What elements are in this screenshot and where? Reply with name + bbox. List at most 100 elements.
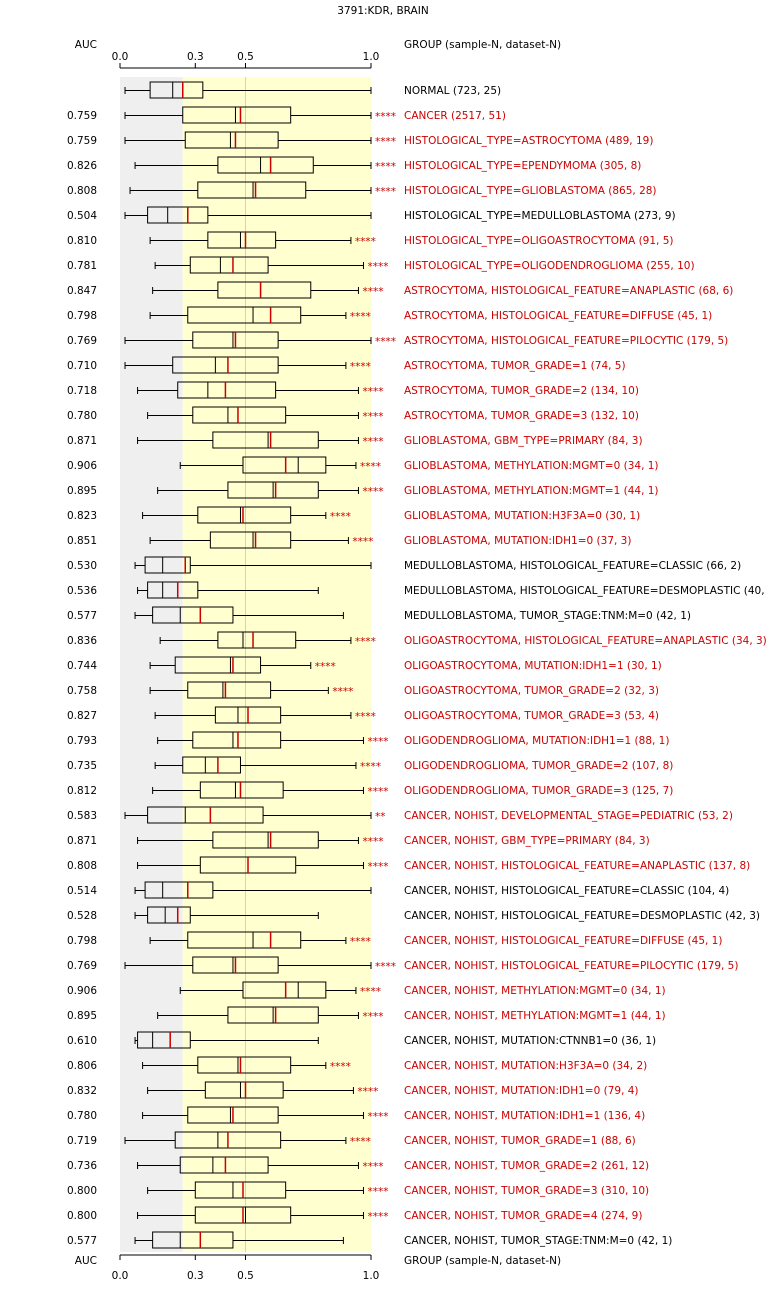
group-label: OLIGODENDROGLIOMA, TUMOR_GRADE=3 (125, 7…	[404, 785, 673, 797]
significance-stars: ****	[362, 436, 383, 448]
box-row: ****	[179, 981, 381, 999]
group-label: CANCER, NOHIST, TUMOR_STAGE:TNM:M=0 (42,…	[404, 1235, 672, 1247]
box-row: ****	[149, 931, 371, 949]
box-row: ****	[137, 1156, 383, 1174]
box-row: ****	[152, 781, 388, 799]
significance-stars: ****	[375, 186, 396, 198]
box-row: ****	[124, 131, 396, 149]
group-label: GLIOBLASTOMA, METHYLATION:MGMT=0 (34, 1)	[404, 460, 659, 472]
group-header-top: GROUP (sample-N, dataset-N)	[404, 39, 561, 51]
box-row: ****	[152, 281, 383, 299]
auc-value: 0.719	[67, 1135, 97, 1147]
box	[192, 406, 287, 424]
band-0	[120, 77, 183, 1252]
box	[209, 531, 292, 549]
box	[182, 106, 292, 124]
significance-stars: ****	[355, 711, 376, 723]
group-label: GLIOBLASTOMA, MUTATION:IDH1=0 (37, 3)	[404, 535, 631, 547]
significance-stars: ****	[367, 1111, 388, 1123]
box-row: ****	[124, 331, 396, 349]
x-axis-top: 0.0 0.3 0.5 1.0	[112, 51, 379, 69]
box-row	[137, 581, 319, 599]
significance-stars: ****	[367, 736, 388, 748]
auc-value: 0.808	[67, 185, 97, 197]
box-row: ****	[159, 631, 376, 649]
group-label: GLIOBLASTOMA, METHYLATION:MGMT=1 (44, 1)	[404, 485, 659, 497]
auc-value: 0.583	[67, 810, 97, 822]
group-label: CANCER, NOHIST, MUTATION:H3F3A=0 (34, 2)	[404, 1060, 647, 1072]
auc-value: 0.780	[67, 410, 97, 422]
axis-tick-label: 0.0	[112, 1270, 129, 1282]
group-label: OLIGOASTROCYTOMA, MUTATION:IDH1=1 (30, 1…	[404, 660, 662, 672]
box-row	[134, 881, 372, 899]
box-row: ****	[124, 1131, 371, 1149]
box-row: ****	[149, 231, 376, 249]
group-label: CANCER, NOHIST, MUTATION:IDH1=0 (79, 4)	[404, 1085, 639, 1097]
box	[152, 1231, 234, 1249]
auc-value: 0.781	[67, 260, 97, 272]
auc-value: 0.504	[67, 210, 97, 222]
box-row: ****	[149, 681, 353, 699]
box-row: ****	[157, 1006, 383, 1024]
auc-value: 0.895	[67, 485, 97, 497]
group-label: HISTOLOGICAL_TYPE=OLIGODENDROGLIOMA (255…	[404, 260, 695, 272]
group-label: CANCER, NOHIST, GBM_TYPE=PRIMARY (84, 3)	[404, 835, 650, 847]
auc-value: 0.514	[67, 885, 97, 897]
significance-stars: ****	[357, 1086, 378, 1098]
box	[147, 206, 209, 224]
axis-tick-label: 0.5	[237, 51, 254, 63]
group-label: CANCER, NOHIST, MUTATION:CTNNB1=0 (36, 1…	[404, 1035, 656, 1047]
auc-value: 0.895	[67, 1010, 97, 1022]
significance-stars: ****	[362, 836, 383, 848]
group-label: CANCER (2517, 51)	[404, 110, 506, 122]
box-row: ****	[137, 831, 383, 849]
significance-stars: ****	[360, 461, 381, 473]
box	[217, 156, 314, 174]
box-row: ****	[149, 531, 373, 549]
auc-value: 0.528	[67, 910, 97, 922]
group-label: OLIGOASTROCYTOMA, TUMOR_GRADE=2 (32, 3)	[404, 685, 659, 697]
chart-title: 3791:KDR, BRAIN	[337, 5, 428, 17]
auc-value: 0.710	[67, 360, 97, 372]
significance-stars: ****	[362, 386, 383, 398]
auc-value: 0.906	[67, 985, 97, 997]
group-label: ASTROCYTOMA, HISTOLOGICAL_FEATURE=PILOCY…	[404, 335, 728, 347]
auc-value: 0.826	[67, 160, 97, 172]
significance-stars: ****	[367, 786, 388, 798]
box-row: ****	[157, 481, 383, 499]
box	[184, 131, 279, 149]
group-label: GLIOBLASTOMA, MUTATION:H3F3A=0 (30, 1)	[404, 510, 640, 522]
significance-stars: ****	[350, 936, 371, 948]
box-row	[134, 556, 372, 574]
box	[197, 506, 292, 524]
band-1	[182, 77, 371, 1252]
significance-stars: ****	[350, 1136, 371, 1148]
auc-value: 0.812	[67, 785, 97, 797]
auc-value: 0.577	[67, 1235, 97, 1247]
box-row	[134, 906, 319, 924]
box	[197, 181, 307, 199]
box-row: ****	[179, 456, 381, 474]
significance-stars: ****	[367, 1186, 388, 1198]
significance-stars: ****	[315, 661, 336, 673]
axis-tick-label: 1.0	[363, 1270, 380, 1282]
group-label: CANCER, NOHIST, TUMOR_GRADE=3 (310, 10)	[404, 1185, 649, 1197]
auc-value: 0.758	[67, 685, 97, 697]
group-label: ASTROCYTOMA, TUMOR_GRADE=1 (74, 5)	[404, 360, 626, 372]
auc-value: 0.847	[67, 285, 97, 297]
box	[212, 431, 319, 449]
box-row: ****	[142, 1106, 388, 1124]
auc-value: 0.871	[67, 435, 97, 447]
group-header-bottom: GROUP (sample-N, dataset-N)	[404, 1255, 561, 1267]
box	[182, 756, 241, 774]
significance-stars: ****	[362, 286, 383, 298]
group-label: ASTROCYTOMA, TUMOR_GRADE=3 (132, 10)	[404, 410, 639, 422]
group-label: ASTROCYTOMA, TUMOR_GRADE=2 (134, 10)	[404, 385, 639, 397]
auc-value: 0.769	[67, 960, 97, 972]
box	[187, 931, 302, 949]
box-row	[124, 81, 372, 99]
group-label: MEDULLOBLASTOMA, HISTOLOGICAL_FEATURE=CL…	[404, 560, 741, 572]
box-row: ****	[124, 356, 371, 374]
auc-value: 0.798	[67, 310, 97, 322]
box	[192, 731, 282, 749]
